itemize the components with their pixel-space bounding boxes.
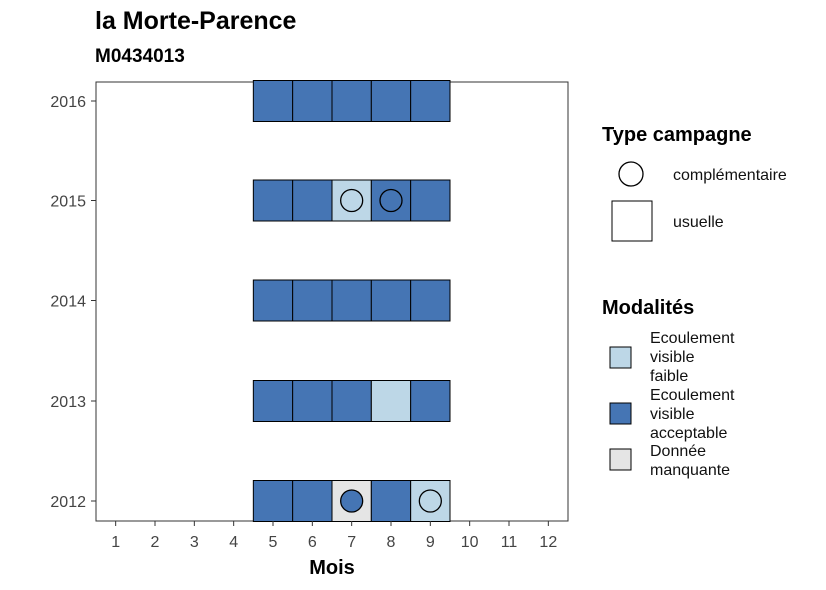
- legend-key-faible: [609, 346, 632, 369]
- legend-usuelle-label: usuelle: [673, 214, 724, 231]
- legend-key-acceptable: [609, 402, 632, 425]
- legend-type-title: Type campagne: [602, 124, 752, 146]
- tile-2013-6: [292, 380, 333, 422]
- legend-complementaire-label: complémentaire: [673, 167, 787, 184]
- x-tick-label-4: 4: [229, 534, 238, 551]
- x-tick-label-6: 6: [308, 534, 317, 551]
- tile-2013-5: [252, 380, 294, 422]
- point-2015-8: [379, 188, 403, 213]
- tile-2016-7: [331, 80, 372, 122]
- legend-usuelle-key: [611, 200, 653, 242]
- point-2012-9: [418, 489, 442, 513]
- legend-complementaire-key: [618, 161, 644, 187]
- tile-2014-9: [410, 279, 451, 322]
- tile-2013-8: [370, 380, 412, 422]
- y-tick-label-2015: 2015: [50, 194, 86, 211]
- x-tick-label-8: 8: [387, 534, 396, 551]
- legend-label-manquante: Donnée manquante: [650, 443, 730, 479]
- tile-2016-5: [252, 80, 294, 122]
- tile-2015-6: [292, 179, 333, 222]
- x-axis-title: Mois: [309, 557, 355, 579]
- legend-label-acceptable: Ecoulement visible acceptable: [650, 387, 735, 442]
- tile-2012-5: [252, 480, 294, 522]
- tile-2012-8: [370, 480, 412, 522]
- x-tick-label-5: 5: [269, 534, 278, 551]
- tile-2016-9: [410, 80, 451, 122]
- chart-subtitle: M0434013: [95, 46, 185, 67]
- tile-2013-9: [410, 380, 451, 422]
- x-tick-label-10: 10: [461, 534, 479, 551]
- x-tick-label-7: 7: [347, 534, 356, 551]
- tile-2015-9: [410, 179, 451, 222]
- tile-2015-7: [331, 179, 372, 222]
- y-tick-label-2016: 2016: [50, 94, 86, 111]
- point-2012-7: [340, 489, 364, 513]
- point-2015-7: [340, 188, 364, 213]
- tile-2014-8: [370, 279, 412, 322]
- legend-key-manquante: [609, 448, 632, 471]
- legend-modalites-title: Modalités: [602, 297, 694, 319]
- x-tick-label-12: 12: [539, 534, 557, 551]
- y-tick-label-2012: 2012: [50, 494, 86, 511]
- legend-label-faible: Ecoulement visible faible: [650, 330, 735, 385]
- tile-2014-5: [252, 279, 294, 322]
- tile-2016-6: [292, 80, 333, 122]
- tile-2016-8: [370, 80, 412, 122]
- x-tick-label-11: 11: [501, 534, 518, 551]
- tile-2013-7: [331, 380, 372, 422]
- x-tick-label-3: 3: [190, 534, 199, 551]
- y-tick-label-2013: 2013: [50, 394, 86, 411]
- tile-2014-6: [292, 279, 333, 322]
- chart-title: la Morte-Parence: [95, 7, 297, 35]
- y-tick-label-2014: 2014: [50, 294, 86, 311]
- x-tick-label-2: 2: [151, 534, 160, 551]
- tile-2012-6: [292, 480, 333, 522]
- x-tick-label-1: 1: [111, 534, 120, 551]
- tile-2015-5: [252, 179, 294, 222]
- x-tick-label-9: 9: [426, 534, 435, 551]
- tile-2014-7: [331, 279, 372, 322]
